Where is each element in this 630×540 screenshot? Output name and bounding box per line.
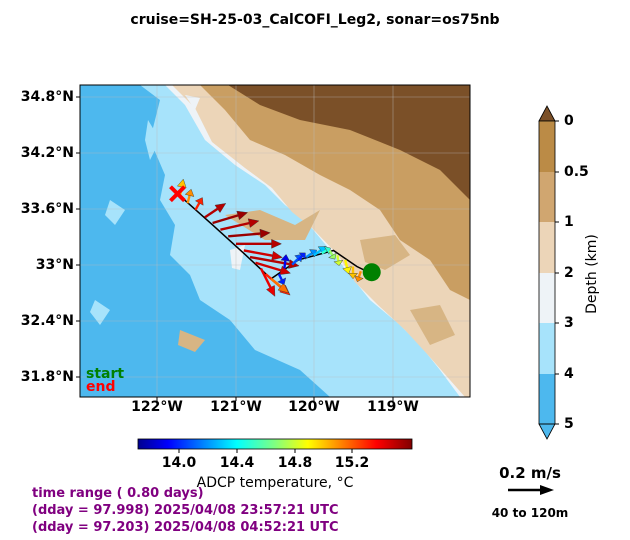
depth-colorbar-label: Depth (km) [584, 234, 600, 314]
lon-tick-label: 121°W [210, 399, 262, 415]
velocity-vector [342, 259, 352, 275]
lat-tick-label: 34.8°N [20, 89, 74, 105]
depth-tick-label: 0.5 [564, 164, 589, 180]
lon-tick-label: 119°W [367, 399, 419, 415]
map-tick-marks [76, 96, 394, 401]
current-vector-layer [176, 178, 364, 297]
depth-band-1 [539, 172, 555, 222]
depth-tick-label: 5 [564, 416, 574, 432]
lat-tick-label: 33.6°N [20, 201, 74, 217]
temperature-colorbar-label: ADCP temperature, °C [196, 475, 354, 491]
temp-tick-label: 14.0 [161, 455, 197, 471]
map-grid [80, 85, 470, 397]
end-time-text: (dday = 97.998) 2025/04/08 23:57:21 UTC [32, 503, 339, 518]
depth-tick-label: 4 [564, 366, 574, 382]
velocity-vector [280, 254, 291, 269]
marker-layer [169, 185, 381, 282]
islands [185, 95, 245, 270]
lon-tick-label: 120°W [288, 399, 340, 415]
depth-colorbar-bottom-extend [538, 423, 556, 440]
land-high [228, 85, 470, 200]
depth-band-5 [539, 374, 555, 424]
depth-colorbar-top-extend [538, 105, 556, 122]
velocity-vector [228, 228, 271, 239]
end-marker [169, 185, 186, 203]
temp-tick-label: 14.4 [219, 455, 255, 471]
depth-tick-label: 1 [564, 214, 574, 230]
lat-tick-label: 34.2°N [20, 145, 74, 161]
velocity-vector [255, 261, 291, 275]
start-marker [362, 263, 381, 282]
lat-tick-label: 33°N [35, 257, 74, 273]
velocity-vector [297, 252, 306, 261]
velocity-vector [212, 210, 249, 225]
velocity-vector [259, 267, 276, 297]
end-legend-label: end [86, 379, 116, 395]
velocity-vector [243, 249, 283, 261]
chart-title: cruise=SH-25-03_CalCOFI_Leg2, sonar=os75… [130, 12, 500, 28]
velocity-vector [277, 273, 287, 285]
depth-tick-label: 3 [564, 315, 574, 331]
velocity-vector [328, 249, 337, 260]
start-legend-label: start [86, 366, 125, 382]
temp-tick-label: 15.2 [334, 455, 370, 471]
ocean-shelf-patches [90, 120, 160, 325]
velocity-vector [184, 188, 195, 204]
velocity-vector [220, 218, 260, 231]
velocity-vector [194, 197, 204, 211]
depth-band-4 [539, 323, 555, 374]
lat-tick-label: 32.4°N [20, 313, 74, 329]
time-range-text: time range ( 0.80 days) [32, 486, 204, 501]
lon-tick-label: 122°W [131, 399, 183, 415]
depth-band-0 [539, 121, 555, 172]
start-time-text: (dday = 97.203) 2025/04/08 04:52:21 UTC [32, 520, 339, 535]
map-frame [79, 84, 471, 398]
depth-band-2 [539, 222, 555, 273]
velocity-vector [354, 270, 364, 283]
velocity-vector [270, 277, 289, 294]
scale-arrow [508, 485, 554, 495]
depth-tick-label: 2 [564, 265, 574, 281]
velocity-vector [204, 203, 227, 219]
temperature-colorbar [137, 438, 413, 453]
velocity-vector [333, 254, 344, 266]
temp-tick-label: 14.8 [277, 455, 313, 471]
land-patches [178, 210, 455, 352]
velocity-vector [236, 239, 282, 249]
lat-tick-label: 31.8°N [20, 369, 74, 385]
depth-colorbar [538, 105, 559, 440]
depth-tick-label: 0 [564, 113, 574, 129]
temperature-colorbar-gradient [137, 438, 413, 450]
scale-range-label: 40 to 120m [491, 506, 569, 520]
scale-speed-label: 0.2 m/s [499, 464, 561, 482]
depth-band-3 [539, 273, 555, 323]
